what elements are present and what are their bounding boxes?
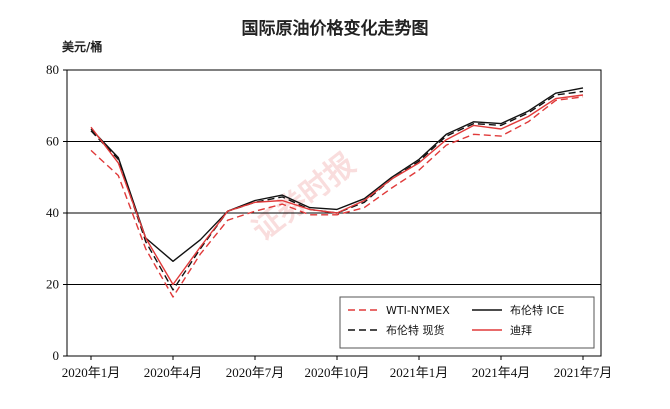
legend-label: 迪拜 — [510, 324, 532, 337]
series-wti-nymex-line — [90, 96, 584, 298]
legend-box — [339, 296, 595, 349]
x-tick-label: 2020年1月 — [62, 365, 121, 380]
legend-item-brent-ice: 布伦特 ICE — [472, 303, 564, 317]
plot-frame — [66, 69, 602, 357]
x-axis-ticks: 2020年1月 2020年4月 2020年7月 2020年10月 2021年1月 2021… — [62, 356, 613, 380]
y-tick-label: 40 — [46, 205, 59, 220]
y-axis-ticks: 0 20 40 60 80 — [46, 62, 67, 363]
legend-label: 布伦特 ICE — [510, 303, 564, 317]
watermark-text: 证券时报 — [246, 147, 362, 248]
y-tick-label: 0 — [53, 348, 60, 363]
series-brent-ice-line — [90, 87, 584, 262]
x-tick-label: 2021年1月 — [390, 365, 449, 380]
y-axis-unit-label: 美元/桶 — [62, 39, 102, 54]
legend-item-brent-spot: 布伦特 现货 — [348, 323, 445, 337]
x-tick-label: 2020年10月 — [304, 365, 369, 380]
series-lines — [90, 87, 584, 298]
legend-label: WTI-NYMEX — [386, 304, 450, 317]
y-tick-label: 20 — [46, 277, 59, 292]
series-dubai-line — [90, 94, 584, 286]
legend: WTI-NYMEX 布伦特 ICE 布伦特 现货 迪拜 — [339, 296, 595, 349]
y-tick-label: 80 — [46, 62, 59, 77]
x-tick-label: 2021年4月 — [472, 365, 531, 380]
chart-title: 国际原油价格变化走势图 — [242, 18, 429, 39]
legend-label: 布伦特 现货 — [386, 323, 445, 337]
x-tick-label: 2020年4月 — [144, 365, 203, 380]
y-tick-label: 60 — [46, 134, 59, 149]
x-tick-label: 2021年7月 — [554, 365, 613, 380]
legend-item-wti-nymex: WTI-NYMEX — [348, 304, 450, 317]
x-tick-label: 2020年7月 — [226, 365, 285, 380]
legend-item-dubai: 迪拜 — [472, 324, 532, 337]
